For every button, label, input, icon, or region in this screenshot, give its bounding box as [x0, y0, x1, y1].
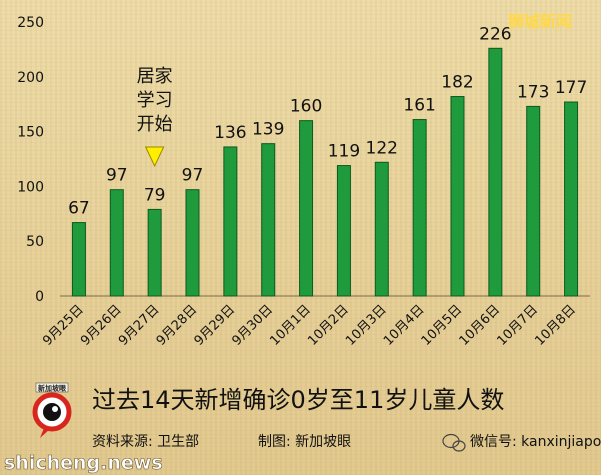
x-tick-label: 10月1日 [267, 302, 314, 349]
x-tick-label: 10月5日 [419, 302, 466, 349]
value-label: 139 [252, 120, 284, 140]
annotation-marker [144, 146, 165, 168]
value-label: 67 [68, 199, 90, 219]
bar [147, 208, 162, 297]
x-tick-label: 9月28日 [154, 302, 201, 349]
bar [336, 165, 351, 297]
bar [488, 47, 503, 297]
value-label: 79 [144, 185, 166, 205]
y-tick-label: 250 [17, 15, 44, 31]
bar [261, 143, 276, 297]
bar [185, 189, 200, 297]
x-tick-label: 9月29日 [192, 302, 239, 349]
value-label: 160 [290, 97, 322, 117]
bar [412, 119, 427, 297]
source-text: 资料来源: 卫生部 [92, 434, 199, 450]
credit-text: 制图: 新加坡眼 [258, 434, 351, 450]
wechat-icon [442, 433, 466, 452]
x-tick-label: 9月25日 [40, 302, 87, 349]
bar [450, 96, 465, 297]
x-tick-label: 10月2日 [305, 302, 352, 349]
annotation-line-2: 学习 [137, 90, 173, 111]
value-label: 161 [403, 96, 435, 116]
y-tick-label: 200 [17, 70, 44, 86]
logo-text: 新加坡眼 [38, 384, 66, 393]
x-tick-label: 9月26日 [78, 302, 125, 349]
bar [299, 120, 314, 297]
x-tick-label: 10月3日 [343, 302, 390, 349]
y-tick-label: 0 [35, 289, 44, 305]
value-label: 119 [328, 142, 360, 162]
x-tick-label: 10月7日 [494, 302, 541, 349]
value-label: 122 [366, 138, 398, 158]
y-tick-label: 50 [26, 234, 44, 250]
value-label: 177 [555, 78, 587, 98]
x-tick-label: 10月4日 [381, 302, 428, 349]
bar [374, 161, 389, 297]
x-tick-label: 10月8日 [532, 302, 579, 349]
wechat-id: 微信号: kanxinjiapo [470, 434, 601, 450]
x-tick-label: 10月6日 [457, 302, 504, 349]
value-labels: 67 97 79 97 136 139 160 119 122 161 182 226 173 177 [68, 24, 587, 218]
annotation-line-1: 居家 [137, 66, 173, 87]
value-label: 97 [106, 166, 128, 186]
x-tick-label: 9月30日 [229, 302, 276, 349]
value-label: 173 [517, 82, 549, 102]
brand-label: 狮城新闻 [507, 12, 572, 31]
annotation-line-3: 开始 [137, 114, 173, 135]
bar [109, 189, 124, 297]
x-tick-label: 9月27日 [116, 302, 163, 349]
logo: 新加坡眼 [32, 382, 72, 438]
watermark: shicheng.news [4, 452, 163, 474]
value-label: 97 [182, 166, 204, 186]
y-tick-label: 150 [17, 125, 44, 141]
y-tick-label: 100 [17, 179, 44, 195]
bar [71, 222, 86, 297]
bars [71, 47, 579, 297]
annotation: 居家 学习 开始 [137, 66, 173, 168]
chart-title: 过去14天新增确诊0岁至11岁儿童人数 [92, 386, 504, 414]
value-label: 182 [441, 73, 473, 93]
value-label: 136 [214, 123, 246, 143]
bar [526, 105, 541, 297]
x-tick-labels: 9月25日9月26日9月27日9月28日9月29日9月30日10月1日10月2日… [40, 302, 579, 349]
bar [223, 146, 238, 297]
value-label: 226 [479, 24, 511, 44]
bar [564, 101, 579, 297]
